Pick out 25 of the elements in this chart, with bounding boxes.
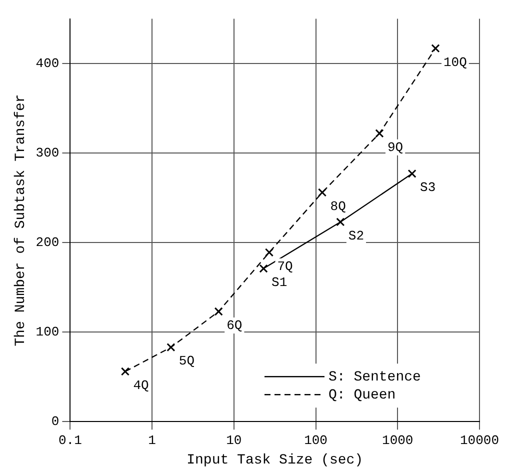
y-tick-label: 300: [36, 146, 60, 161]
x-axis-title: Input Task Size (sec): [186, 452, 364, 468]
legend-label: S: Sentence: [328, 369, 421, 386]
x-tick-label: 1: [148, 432, 156, 448]
annotation: 7Q: [277, 258, 294, 274]
annotation: 10Q: [443, 54, 468, 70]
x-tick-label: 100: [304, 432, 328, 448]
legend-label: Q: Queen: [328, 387, 396, 404]
annotation: 8Q: [330, 198, 346, 214]
annotation: 4Q: [133, 378, 150, 393]
y-tick-label: 400: [36, 56, 60, 71]
x-tick-label: 0.1: [58, 432, 82, 448]
annotation: S3: [420, 180, 436, 196]
y-tick-label: 200: [36, 235, 60, 250]
y-tick-label: 0: [51, 414, 60, 430]
y-axis-title: The Number of Subtask Transfer: [13, 94, 30, 346]
annotation: 5Q: [178, 354, 195, 369]
x-tick-label: 10000: [460, 432, 500, 448]
annotation: 9Q: [387, 140, 404, 155]
y-tick-label: 100: [36, 324, 60, 340]
x-tick-label: 1000: [382, 432, 414, 448]
annotation: 6Q: [226, 318, 242, 333]
annotation: S2: [348, 228, 364, 244]
x-tick-label: 10: [226, 432, 242, 448]
annotation: S1: [272, 274, 288, 290]
